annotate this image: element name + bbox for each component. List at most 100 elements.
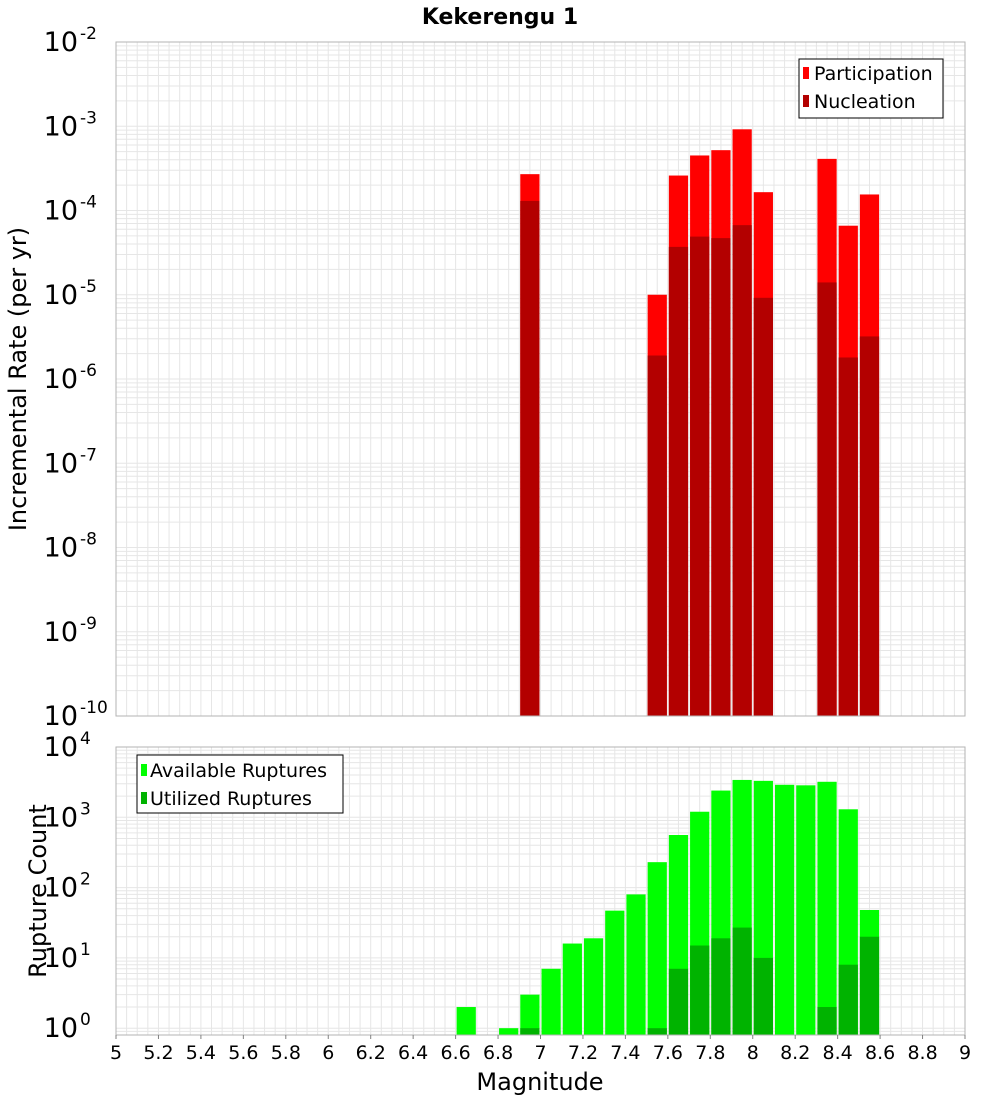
bottom-bar-available-ruptures — [605, 910, 625, 1035]
bottom-y-tick-exponent: 3 — [80, 799, 91, 819]
x-tick-label: 9 — [959, 1042, 971, 1064]
top-bar-nucleation — [732, 225, 752, 716]
bottom-bars — [456, 779, 880, 1035]
top-y-tick-exponent: -3 — [80, 108, 97, 128]
top-y-tick-exponent: -4 — [80, 193, 97, 213]
top-y-tick-label: 10 — [44, 364, 78, 395]
top-bars — [520, 129, 880, 717]
x-tick-label: 5.6 — [228, 1042, 258, 1064]
top-bar-nucleation — [690, 236, 710, 716]
top-y-tick-label: 10 — [44, 533, 78, 564]
x-tick-label: 8.8 — [907, 1042, 937, 1064]
bottom-y-tick-exponent: 0 — [80, 1010, 91, 1030]
legend-label-available: Available Ruptures — [150, 760, 327, 782]
bottom-y-tick-exponent: 2 — [80, 870, 91, 890]
top-plot-frame — [115, 41, 966, 717]
top-y-tick-label: 10 — [44, 196, 78, 227]
top-y-tick-exponent: -9 — [80, 614, 97, 634]
bottom-bar-available-ruptures — [562, 943, 582, 1035]
top-bar-nucleation — [520, 200, 540, 716]
top-y-tick-exponent: -6 — [80, 361, 97, 381]
x-tick-label: 7.8 — [695, 1042, 725, 1064]
bottom-bar-utilized-ruptures — [859, 936, 880, 1035]
top-legend-box — [798, 58, 944, 119]
top-y-tick-exponent: -8 — [80, 530, 97, 550]
bottom-bar-available-ruptures — [499, 1028, 519, 1035]
legend-label-nucleation: Nucleation — [814, 91, 916, 113]
bottom-bar-available-ruptures — [774, 784, 795, 1035]
x-tick-label: 6.2 — [356, 1042, 386, 1064]
x-tick-label: 7 — [534, 1042, 546, 1064]
top-bar-nucleation — [817, 282, 837, 716]
bottom-bar-available-ruptures — [626, 894, 646, 1035]
bottom-y-tick-label: 10 — [44, 802, 78, 833]
legend-label-utilized: Utilized Ruptures — [150, 788, 312, 810]
bottom-y-tick-label: 10 — [44, 943, 78, 974]
bottom-y-tick-exponent: 4 — [80, 729, 91, 749]
top-y-tick-label: 10 — [44, 448, 78, 479]
x-tick-label: 6.4 — [398, 1042, 428, 1064]
top-y-tick-label: 10 — [44, 27, 78, 58]
top-bar-nucleation — [711, 238, 731, 716]
x-tick-label: 7.4 — [610, 1042, 640, 1064]
bottom-bar-available-ruptures — [583, 938, 604, 1035]
legend-swatch-nucleation — [803, 95, 809, 107]
bottom-bar-available-ruptures — [647, 862, 667, 1035]
bottom-bar-utilized-ruptures — [711, 938, 731, 1035]
x-tick-label: 8.4 — [823, 1042, 853, 1064]
bottom-y-axis-label: Rupture Count — [24, 804, 52, 978]
x-tick-label: 6.6 — [440, 1042, 470, 1064]
top-y-tick-label: 10 — [44, 280, 78, 311]
bottom-bar-available-ruptures — [817, 781, 837, 1035]
bottom-bar-utilized-ruptures — [668, 968, 689, 1035]
legend-swatch-participation — [803, 67, 809, 79]
top-y-tick-exponent: -7 — [80, 445, 97, 465]
top-bar-nucleation — [859, 336, 880, 716]
x-tick-label: 6 — [322, 1042, 334, 1064]
x-tick-label: 7.2 — [568, 1042, 598, 1064]
top-bar-nucleation — [753, 297, 773, 716]
top-y-tick-label: 10 — [44, 617, 78, 648]
x-tick-labels: 5 5.2 5.4 5.6 5.8 6 6.2 6.4 6.6 6.8 7 7.2 7.4 7.6 7.8 8… — [110, 1035, 971, 1064]
bottom-bar-available-ruptures — [520, 994, 540, 1035]
x-tick-label: 7.6 — [653, 1042, 683, 1064]
top-bar-nucleation — [668, 246, 689, 716]
top-y-tick-exponent: -10 — [80, 698, 108, 718]
x-axis-label: Magnitude — [476, 1068, 603, 1096]
bottom-bar-available-ruptures — [456, 1007, 476, 1035]
bottom-legend: Available Ruptures Utilized Ruptures — [136, 754, 344, 814]
top-gridlines — [115, 42, 966, 717]
top-y-tick-label: 10 — [44, 701, 78, 732]
bottom-bar-utilized-ruptures — [817, 1007, 837, 1035]
x-tick-label: 5.8 — [271, 1042, 301, 1064]
bottom-y-tick-exponent: 1 — [80, 940, 91, 960]
top-legend: Participation Nucleation — [798, 58, 944, 119]
top-y-tick-exponent: -5 — [80, 277, 97, 297]
x-tick-label: 6.8 — [483, 1042, 513, 1064]
top-y-tick-label: 10 — [44, 111, 78, 142]
legend-label-participation: Participation — [814, 63, 933, 85]
chart-title: Kekerengu 1 — [422, 5, 578, 30]
top-bar-nucleation — [838, 357, 858, 716]
bottom-bar-available-ruptures — [541, 968, 561, 1035]
x-tick-label: 5.4 — [186, 1042, 216, 1064]
bottom-y-tick-label: 10 — [44, 732, 78, 763]
legend-swatch-available — [141, 764, 147, 776]
bottom-y-tick-label: 10 — [44, 1013, 78, 1044]
bottom-bar-utilized-ruptures — [647, 1028, 667, 1035]
x-tick-label: 5.2 — [143, 1042, 173, 1064]
bottom-bar-utilized-ruptures — [753, 957, 773, 1035]
x-tick-label: 8 — [747, 1042, 759, 1064]
bottom-bar-utilized-ruptures — [732, 927, 752, 1035]
bottom-bar-utilized-ruptures — [690, 945, 710, 1035]
x-tick-label: 8.6 — [865, 1042, 895, 1064]
bottom-bar-available-ruptures — [796, 785, 816, 1035]
bottom-bar-utilized-ruptures — [838, 964, 858, 1035]
top-y-axis-label: Incremental Rate (per yr) — [4, 227, 32, 531]
bottom-legend-box — [136, 754, 344, 814]
legend-swatch-utilized — [141, 792, 147, 804]
x-tick-label: 8.2 — [780, 1042, 810, 1064]
